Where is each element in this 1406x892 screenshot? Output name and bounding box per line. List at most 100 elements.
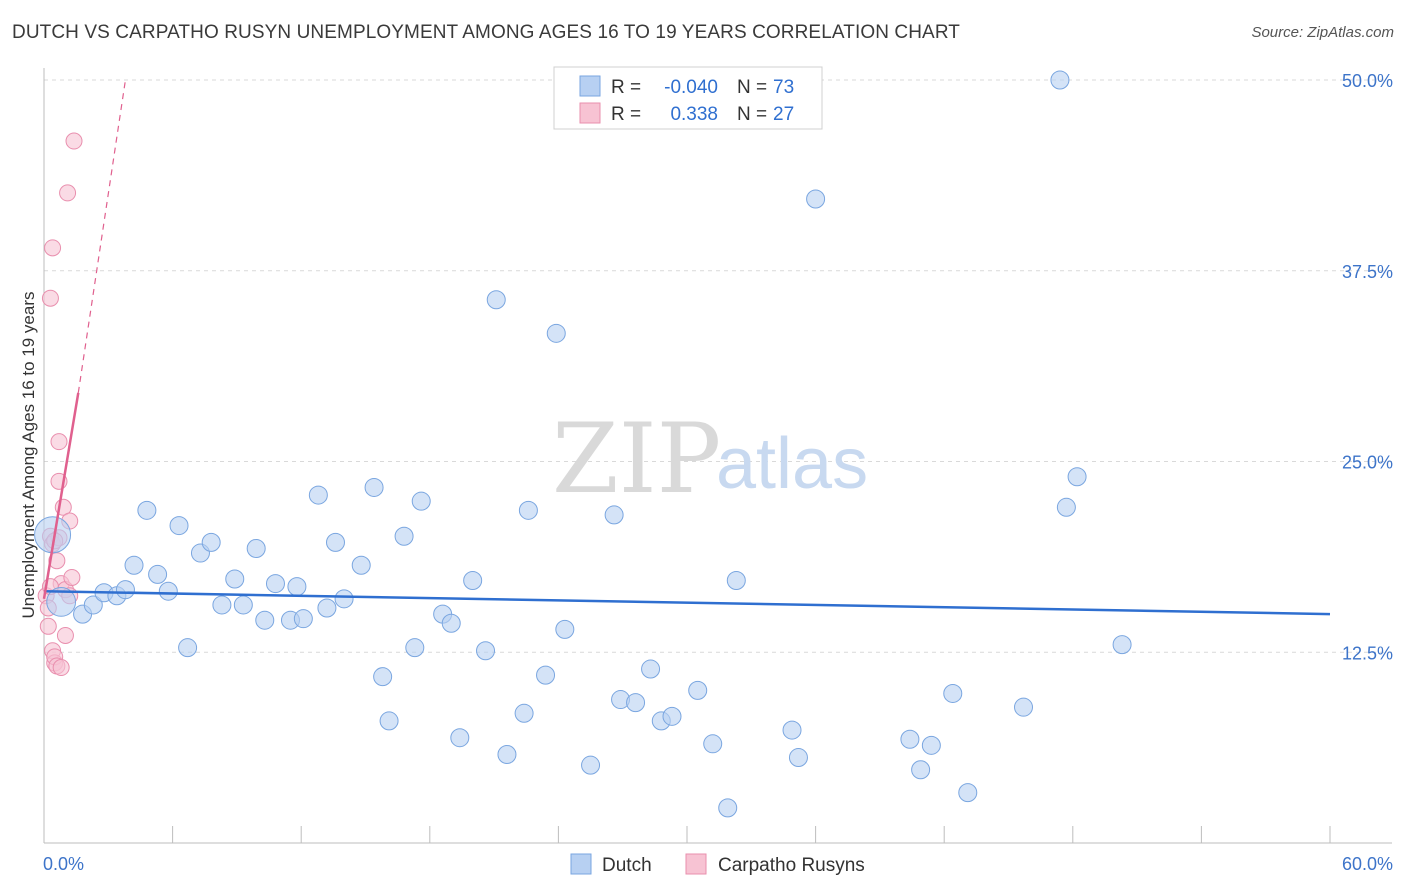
legend-label-rusyn: Carpatho Rusyns (718, 855, 865, 876)
dutch-point-58 (782, 720, 802, 740)
dutch-point-41 (497, 744, 517, 764)
dutch-point-70 (1112, 635, 1132, 655)
dutch-point-15 (212, 595, 232, 615)
stats-r-value-2: 0.338 (670, 104, 718, 125)
dutch-point-47 (581, 755, 601, 775)
stats-n-value-1: 73 (773, 77, 794, 98)
dutch-point-25 (317, 598, 337, 618)
y-tick-label-2: 37.5% (1342, 262, 1393, 282)
legend-label-dutch: Dutch (602, 855, 652, 876)
dutch-point-28 (351, 555, 371, 575)
dutch-point-14 (201, 532, 221, 552)
stats-legend: R = -0.040 N = 73 R = 0.338 N = 27 (553, 66, 823, 130)
dutch-point-9 (148, 564, 168, 584)
dutch-point-31 (379, 711, 399, 731)
y-tick-label-1: 25.0% (1342, 453, 1393, 473)
dutch-point-61 (900, 729, 920, 749)
dutch-point-40 (486, 290, 506, 310)
dutch-point-50 (626, 693, 646, 713)
stats-n-value-2: 27 (773, 104, 794, 125)
dutch-point-34 (411, 491, 431, 511)
dutch-point-42 (514, 703, 534, 723)
stats-swatch-dutch (579, 75, 601, 97)
rusyn-point-13 (50, 433, 68, 451)
stats-n-label-1: N = (737, 77, 767, 98)
dutch-point-43 (518, 500, 538, 520)
chart-title: DUTCH VS CARPATHO RUSYN UNEMPLOYMENT AMO… (12, 22, 960, 43)
dutch-point-57 (726, 571, 746, 591)
dutch-point-24 (308, 485, 328, 505)
dutch-point-37 (450, 728, 470, 748)
axes (43, 68, 1392, 844)
dutch-point-56 (718, 798, 738, 818)
dutch-point-16 (225, 569, 245, 589)
rusyn-point-24 (65, 132, 83, 150)
dutch-point-45 (546, 323, 566, 343)
series-legend: Dutch Carpatho Rusyns (570, 853, 865, 876)
stats-r-label-2: R = (611, 104, 641, 125)
dutch-point-54 (688, 680, 708, 700)
dutch-point-10 (158, 581, 178, 601)
trend-lines (42, 79, 1331, 616)
stats-r-value-1: -0.040 (664, 77, 718, 98)
dutch-point-38 (463, 571, 483, 591)
legend-swatch-dutch (570, 853, 592, 875)
dutch-point-29 (364, 477, 384, 497)
dutch-point-60 (806, 189, 826, 209)
dutch-point-44 (536, 665, 556, 685)
x-tick-label-0: 0.0% (43, 854, 84, 874)
dutch-point-6 (115, 580, 135, 600)
stats-r-label-1: R = (611, 77, 641, 98)
dutch-point-36 (441, 613, 461, 633)
legend-swatch-rusyn (685, 853, 707, 875)
tick-labels: 12.5% 25.0% 37.5% 50.0% 0.0% 60.0% (43, 71, 1393, 874)
watermark-atlas: atlas (716, 424, 868, 504)
rusyn-point-1 (39, 617, 57, 635)
y-tick-label-3: 50.0% (1342, 71, 1393, 91)
dutch-point-32 (394, 526, 414, 546)
dutch-point-11 (169, 516, 189, 536)
dutch-point-33 (405, 638, 425, 658)
source-credit: Source: ZipAtlas.com (1251, 24, 1394, 41)
dutch-point-17 (233, 595, 253, 615)
dutch-point-62 (911, 760, 931, 780)
dutch-point-68 (1056, 497, 1076, 517)
dutch-point-27 (334, 589, 354, 609)
y-axis-label: Unemployment Among Ages 16 to 19 years (19, 292, 38, 619)
dutch-point-48 (604, 505, 624, 525)
series-dutch-points (34, 70, 1132, 818)
dutch-point-1 (46, 586, 77, 617)
dutch-point-8 (137, 500, 157, 520)
y-tick-label-0: 12.5% (1342, 643, 1393, 663)
dutch-point-66 (1014, 697, 1034, 717)
rusyn-trend-line (42, 392, 80, 600)
dutch-point-55 (703, 734, 723, 754)
dutch-point-69 (1067, 467, 1087, 487)
dutch-point-51 (641, 659, 661, 679)
rusyn-point-4 (41, 289, 59, 307)
dutch-point-23 (293, 609, 313, 629)
rusyn-point-5 (44, 239, 62, 257)
gridlines (44, 79, 1392, 653)
dutch-point-67 (1050, 70, 1070, 90)
dutch-point-59 (788, 748, 808, 768)
rusyn-trend-extension (77, 79, 127, 393)
dutch-point-65 (958, 783, 978, 803)
stats-swatch-rusyn (579, 102, 601, 124)
dutch-point-12 (178, 638, 198, 658)
watermark-zip: ZIP (552, 403, 721, 515)
dutch-point-7 (124, 555, 144, 575)
dutch-point-39 (476, 641, 496, 661)
x-tick-label-1: 60.0% (1342, 854, 1393, 874)
dutch-point-63 (921, 735, 941, 755)
rusyn-point-23 (63, 568, 81, 586)
dutch-point-46 (555, 619, 575, 639)
rusyn-point-19 (56, 626, 74, 644)
dutch-point-30 (373, 667, 393, 687)
dutch-point-53 (662, 706, 682, 726)
dutch-point-18 (246, 538, 266, 558)
rusyn-point-20 (59, 184, 77, 202)
stats-n-label-2: N = (737, 104, 767, 125)
rusyn-point-15 (52, 659, 70, 677)
